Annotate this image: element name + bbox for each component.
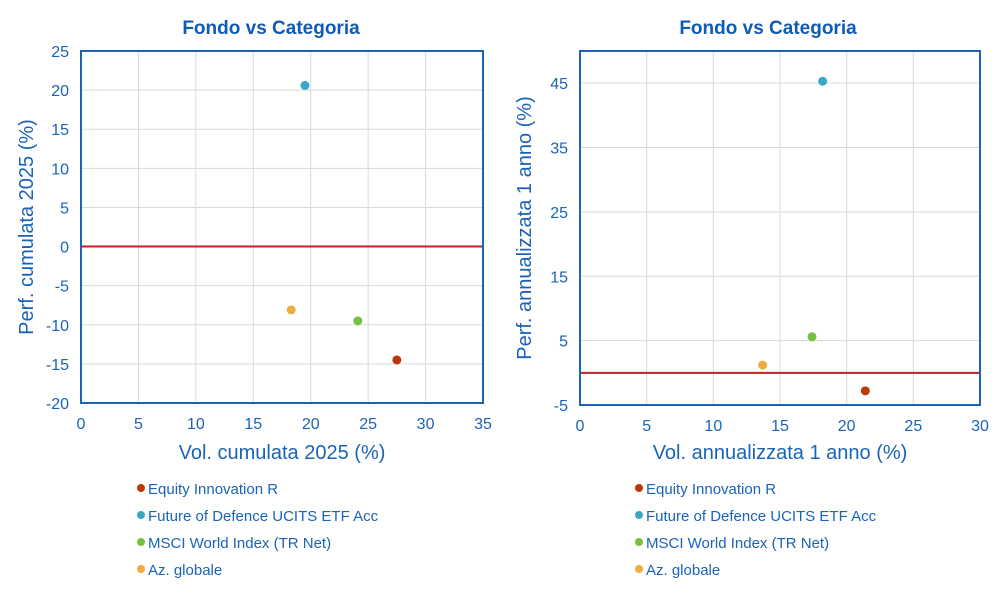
y-tick-label: 15 xyxy=(51,122,69,139)
y-tick-label: -20 xyxy=(46,396,69,413)
x-tick-label: 25 xyxy=(904,418,922,435)
data-point xyxy=(807,332,817,342)
data-point xyxy=(353,316,363,326)
legend-label: Az. globale xyxy=(148,562,222,579)
y-tick-label: -15 xyxy=(46,357,69,374)
data-point xyxy=(758,360,768,370)
legend-marker xyxy=(635,565,643,573)
y-tick-label: 10 xyxy=(51,161,69,178)
x-tick-label: 25 xyxy=(359,416,377,433)
data-point xyxy=(818,76,828,86)
x-tick-label: 20 xyxy=(302,416,320,433)
chart-right: Fondo vs Categoria 0 5 10 15 20 25 30 45 35 25 15 5 -… xyxy=(514,18,989,579)
y-tick-label: 45 xyxy=(550,76,568,93)
chart-title: Fondo vs Categoria xyxy=(182,18,360,39)
y-axis-label: Perf. annualizzata 1 anno (%) xyxy=(514,96,536,360)
y-tick-label: 35 xyxy=(550,141,568,158)
y-tick-label: -10 xyxy=(46,318,69,335)
y-tick-label: 20 xyxy=(51,83,69,100)
x-tick-label: 30 xyxy=(971,418,989,435)
x-tick-label: 20 xyxy=(838,418,856,435)
legend-marker xyxy=(635,538,643,546)
y-axis-label: Perf. cumulata 2025 (%) xyxy=(16,119,38,335)
chart-title: Fondo vs Categoria xyxy=(679,18,857,39)
legend-label: MSCI World Index (TR Net) xyxy=(148,535,331,552)
x-tick-label: 0 xyxy=(77,416,86,433)
y-tick-label: 5 xyxy=(559,334,568,351)
legend-label: MSCI World Index (TR Net) xyxy=(646,535,829,552)
x-tick-label: 10 xyxy=(187,416,205,433)
x-tick-label: 35 xyxy=(474,416,492,433)
x-tick-label: 10 xyxy=(704,418,722,435)
x-tick-label: 5 xyxy=(642,418,651,435)
data-point xyxy=(300,80,310,90)
x-tick-label: 30 xyxy=(417,416,435,433)
legend-label: Future of Defence UCITS ETF Acc xyxy=(646,508,877,525)
x-tick-label: 15 xyxy=(771,418,789,435)
legend-marker xyxy=(137,484,145,492)
data-point xyxy=(286,305,296,315)
legend-marker xyxy=(137,511,145,519)
y-tick-label: 0 xyxy=(60,240,69,257)
x-axis-label: Vol. annualizzata 1 anno (%) xyxy=(653,442,908,464)
legend-marker xyxy=(635,511,643,519)
data-point xyxy=(392,355,402,365)
legend-marker xyxy=(137,565,145,573)
y-tick-label: 25 xyxy=(51,44,69,61)
legend-marker xyxy=(635,484,643,492)
y-tick-label: 15 xyxy=(550,269,568,286)
y-tick-label: 5 xyxy=(60,200,69,217)
y-tick-label: -5 xyxy=(554,398,568,415)
legend-label: Az. globale xyxy=(646,562,720,579)
legend-label: Equity Innovation R xyxy=(148,481,278,498)
legend-label: Future of Defence UCITS ETF Acc xyxy=(148,508,379,525)
plot-frame xyxy=(579,50,981,406)
y-tick-label: -5 xyxy=(55,279,69,296)
legend-label: Equity Innovation R xyxy=(646,481,776,498)
legend-marker xyxy=(137,538,145,546)
x-tick-label: 15 xyxy=(244,416,262,433)
data-point xyxy=(860,386,870,396)
x-tick-label: 5 xyxy=(134,416,143,433)
plot-frame xyxy=(80,50,484,404)
x-tick-label: 0 xyxy=(576,418,585,435)
y-tick-label: 25 xyxy=(550,205,568,222)
x-axis-label: Vol. cumulata 2025 (%) xyxy=(179,442,386,464)
chart-left: Fondo vs Categoria 0 5 10 15 20 25 30 35 25 20 15 10… xyxy=(16,18,492,579)
